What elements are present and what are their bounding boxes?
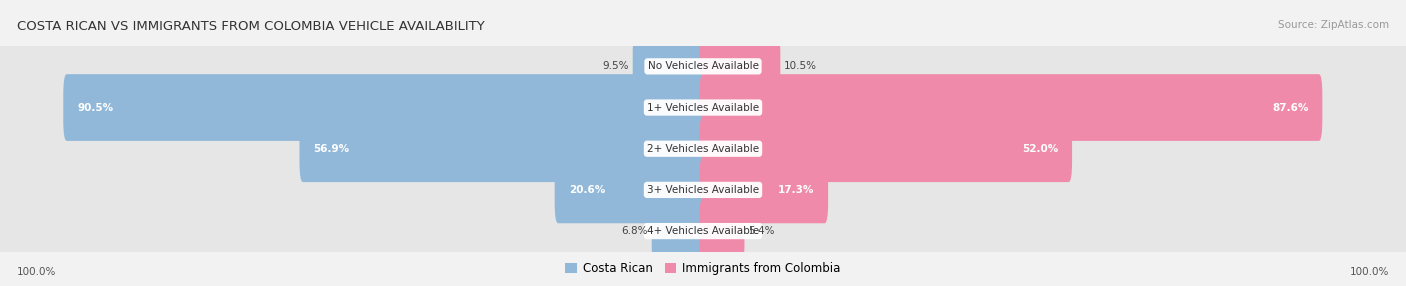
FancyBboxPatch shape [0,192,1406,270]
Text: 56.9%: 56.9% [314,144,350,154]
FancyBboxPatch shape [700,33,780,100]
Text: 3+ Vehicles Available: 3+ Vehicles Available [647,185,759,195]
Text: 100.0%: 100.0% [17,267,56,277]
FancyBboxPatch shape [700,156,828,223]
Text: 52.0%: 52.0% [1022,144,1057,154]
FancyBboxPatch shape [0,110,1406,188]
FancyBboxPatch shape [700,115,1073,182]
Text: No Vehicles Available: No Vehicles Available [648,61,758,71]
Legend: Costa Rican, Immigrants from Colombia: Costa Rican, Immigrants from Colombia [561,258,845,280]
Text: 4+ Vehicles Available: 4+ Vehicles Available [647,226,759,236]
Text: 10.5%: 10.5% [785,61,817,71]
Text: 17.3%: 17.3% [778,185,814,195]
FancyBboxPatch shape [63,74,707,141]
Text: 87.6%: 87.6% [1272,103,1308,112]
Text: 2+ Vehicles Available: 2+ Vehicles Available [647,144,759,154]
FancyBboxPatch shape [633,33,707,100]
FancyBboxPatch shape [700,198,745,265]
Text: 90.5%: 90.5% [77,103,114,112]
Text: COSTA RICAN VS IMMIGRANTS FROM COLOMBIA VEHICLE AVAILABILITY: COSTA RICAN VS IMMIGRANTS FROM COLOMBIA … [17,20,485,33]
Text: 100.0%: 100.0% [1350,267,1389,277]
FancyBboxPatch shape [299,115,707,182]
Text: Source: ZipAtlas.com: Source: ZipAtlas.com [1278,20,1389,30]
FancyBboxPatch shape [700,74,1322,141]
Text: 20.6%: 20.6% [568,185,605,195]
Text: 1+ Vehicles Available: 1+ Vehicles Available [647,103,759,112]
Text: 9.5%: 9.5% [603,61,630,71]
FancyBboxPatch shape [0,27,1406,106]
FancyBboxPatch shape [652,198,707,265]
Text: 6.8%: 6.8% [621,226,648,236]
FancyBboxPatch shape [554,156,707,223]
Text: 5.4%: 5.4% [748,226,775,236]
FancyBboxPatch shape [0,68,1406,147]
FancyBboxPatch shape [0,151,1406,229]
